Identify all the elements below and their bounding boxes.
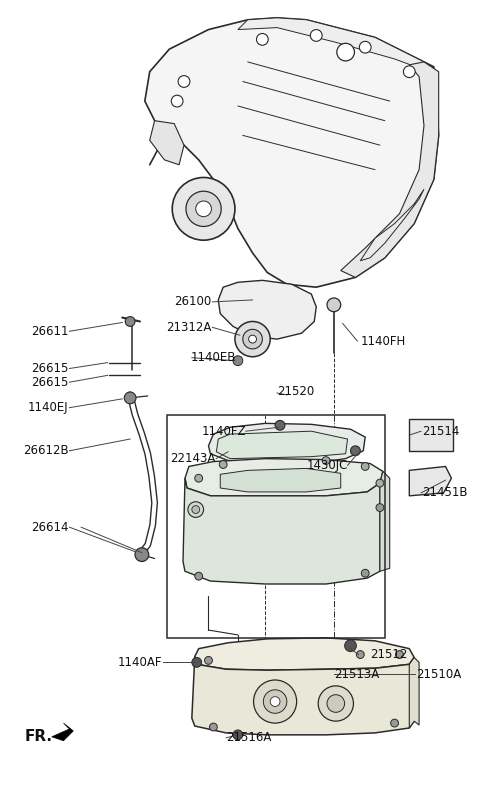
Polygon shape (380, 471, 390, 571)
Circle shape (376, 504, 384, 512)
Circle shape (256, 34, 268, 46)
Polygon shape (145, 18, 439, 287)
Circle shape (186, 192, 221, 226)
Text: 26614: 26614 (31, 520, 69, 534)
Circle shape (345, 640, 356, 652)
Text: 1140AF: 1140AF (118, 655, 162, 669)
Text: 21451B: 21451B (422, 487, 468, 499)
Text: 1140EB: 1140EB (191, 351, 236, 364)
Circle shape (124, 392, 136, 403)
Text: 1140EJ: 1140EJ (28, 401, 69, 414)
Circle shape (318, 686, 353, 721)
Polygon shape (341, 62, 439, 277)
Text: 21514: 21514 (422, 425, 459, 438)
Text: 21512: 21512 (370, 648, 408, 661)
Circle shape (135, 548, 149, 561)
Circle shape (172, 177, 235, 240)
Circle shape (233, 356, 243, 366)
Polygon shape (220, 469, 341, 492)
Text: 26611: 26611 (31, 325, 69, 338)
Circle shape (322, 457, 330, 465)
Circle shape (195, 572, 203, 580)
Polygon shape (218, 280, 316, 339)
Circle shape (356, 651, 364, 659)
Circle shape (253, 680, 297, 723)
Circle shape (219, 461, 227, 469)
Circle shape (403, 66, 415, 78)
Polygon shape (216, 431, 348, 458)
Circle shape (361, 569, 369, 577)
Circle shape (192, 506, 200, 513)
Circle shape (188, 502, 204, 517)
Circle shape (233, 730, 243, 739)
Bar (168, 414, 385, 638)
Circle shape (195, 474, 203, 482)
Polygon shape (409, 658, 419, 728)
Polygon shape (192, 656, 414, 735)
Text: FR.: FR. (24, 729, 52, 744)
Text: 22143A: 22143A (170, 452, 216, 466)
Circle shape (235, 322, 270, 356)
Circle shape (376, 479, 384, 487)
Circle shape (178, 75, 190, 87)
Circle shape (327, 695, 345, 712)
Circle shape (192, 658, 202, 667)
Circle shape (204, 656, 213, 664)
Polygon shape (238, 18, 429, 71)
Text: 26100: 26100 (174, 295, 211, 309)
Circle shape (391, 719, 398, 727)
Circle shape (350, 446, 360, 455)
Circle shape (275, 421, 285, 430)
Circle shape (243, 330, 263, 349)
Text: 26615: 26615 (31, 362, 69, 375)
Polygon shape (185, 458, 383, 496)
Circle shape (264, 690, 287, 714)
Circle shape (249, 335, 256, 343)
Circle shape (337, 43, 354, 61)
Text: 21516A: 21516A (226, 732, 272, 744)
Polygon shape (195, 638, 414, 670)
Circle shape (396, 651, 403, 659)
Text: 21513A: 21513A (334, 667, 379, 681)
Polygon shape (409, 466, 451, 496)
Circle shape (209, 723, 217, 731)
Circle shape (270, 696, 280, 706)
Text: 21510A: 21510A (416, 667, 461, 681)
Text: 26615: 26615 (31, 376, 69, 389)
Text: 21312A: 21312A (166, 321, 211, 334)
Circle shape (360, 42, 371, 53)
Bar (409, 419, 454, 451)
Polygon shape (208, 423, 365, 463)
Text: 21520: 21520 (277, 385, 314, 397)
Circle shape (125, 316, 135, 327)
Polygon shape (150, 121, 184, 165)
Circle shape (311, 30, 322, 42)
Text: 1140FH: 1140FH (360, 334, 406, 348)
Text: 26612B: 26612B (23, 444, 69, 458)
Text: 1430JC: 1430JC (306, 459, 348, 472)
Polygon shape (183, 478, 380, 584)
Circle shape (171, 95, 183, 107)
Circle shape (196, 201, 211, 217)
Text: 1140FZ: 1140FZ (201, 425, 246, 438)
Circle shape (361, 462, 369, 470)
Circle shape (327, 298, 341, 312)
Polygon shape (52, 723, 73, 741)
Polygon shape (360, 189, 424, 261)
